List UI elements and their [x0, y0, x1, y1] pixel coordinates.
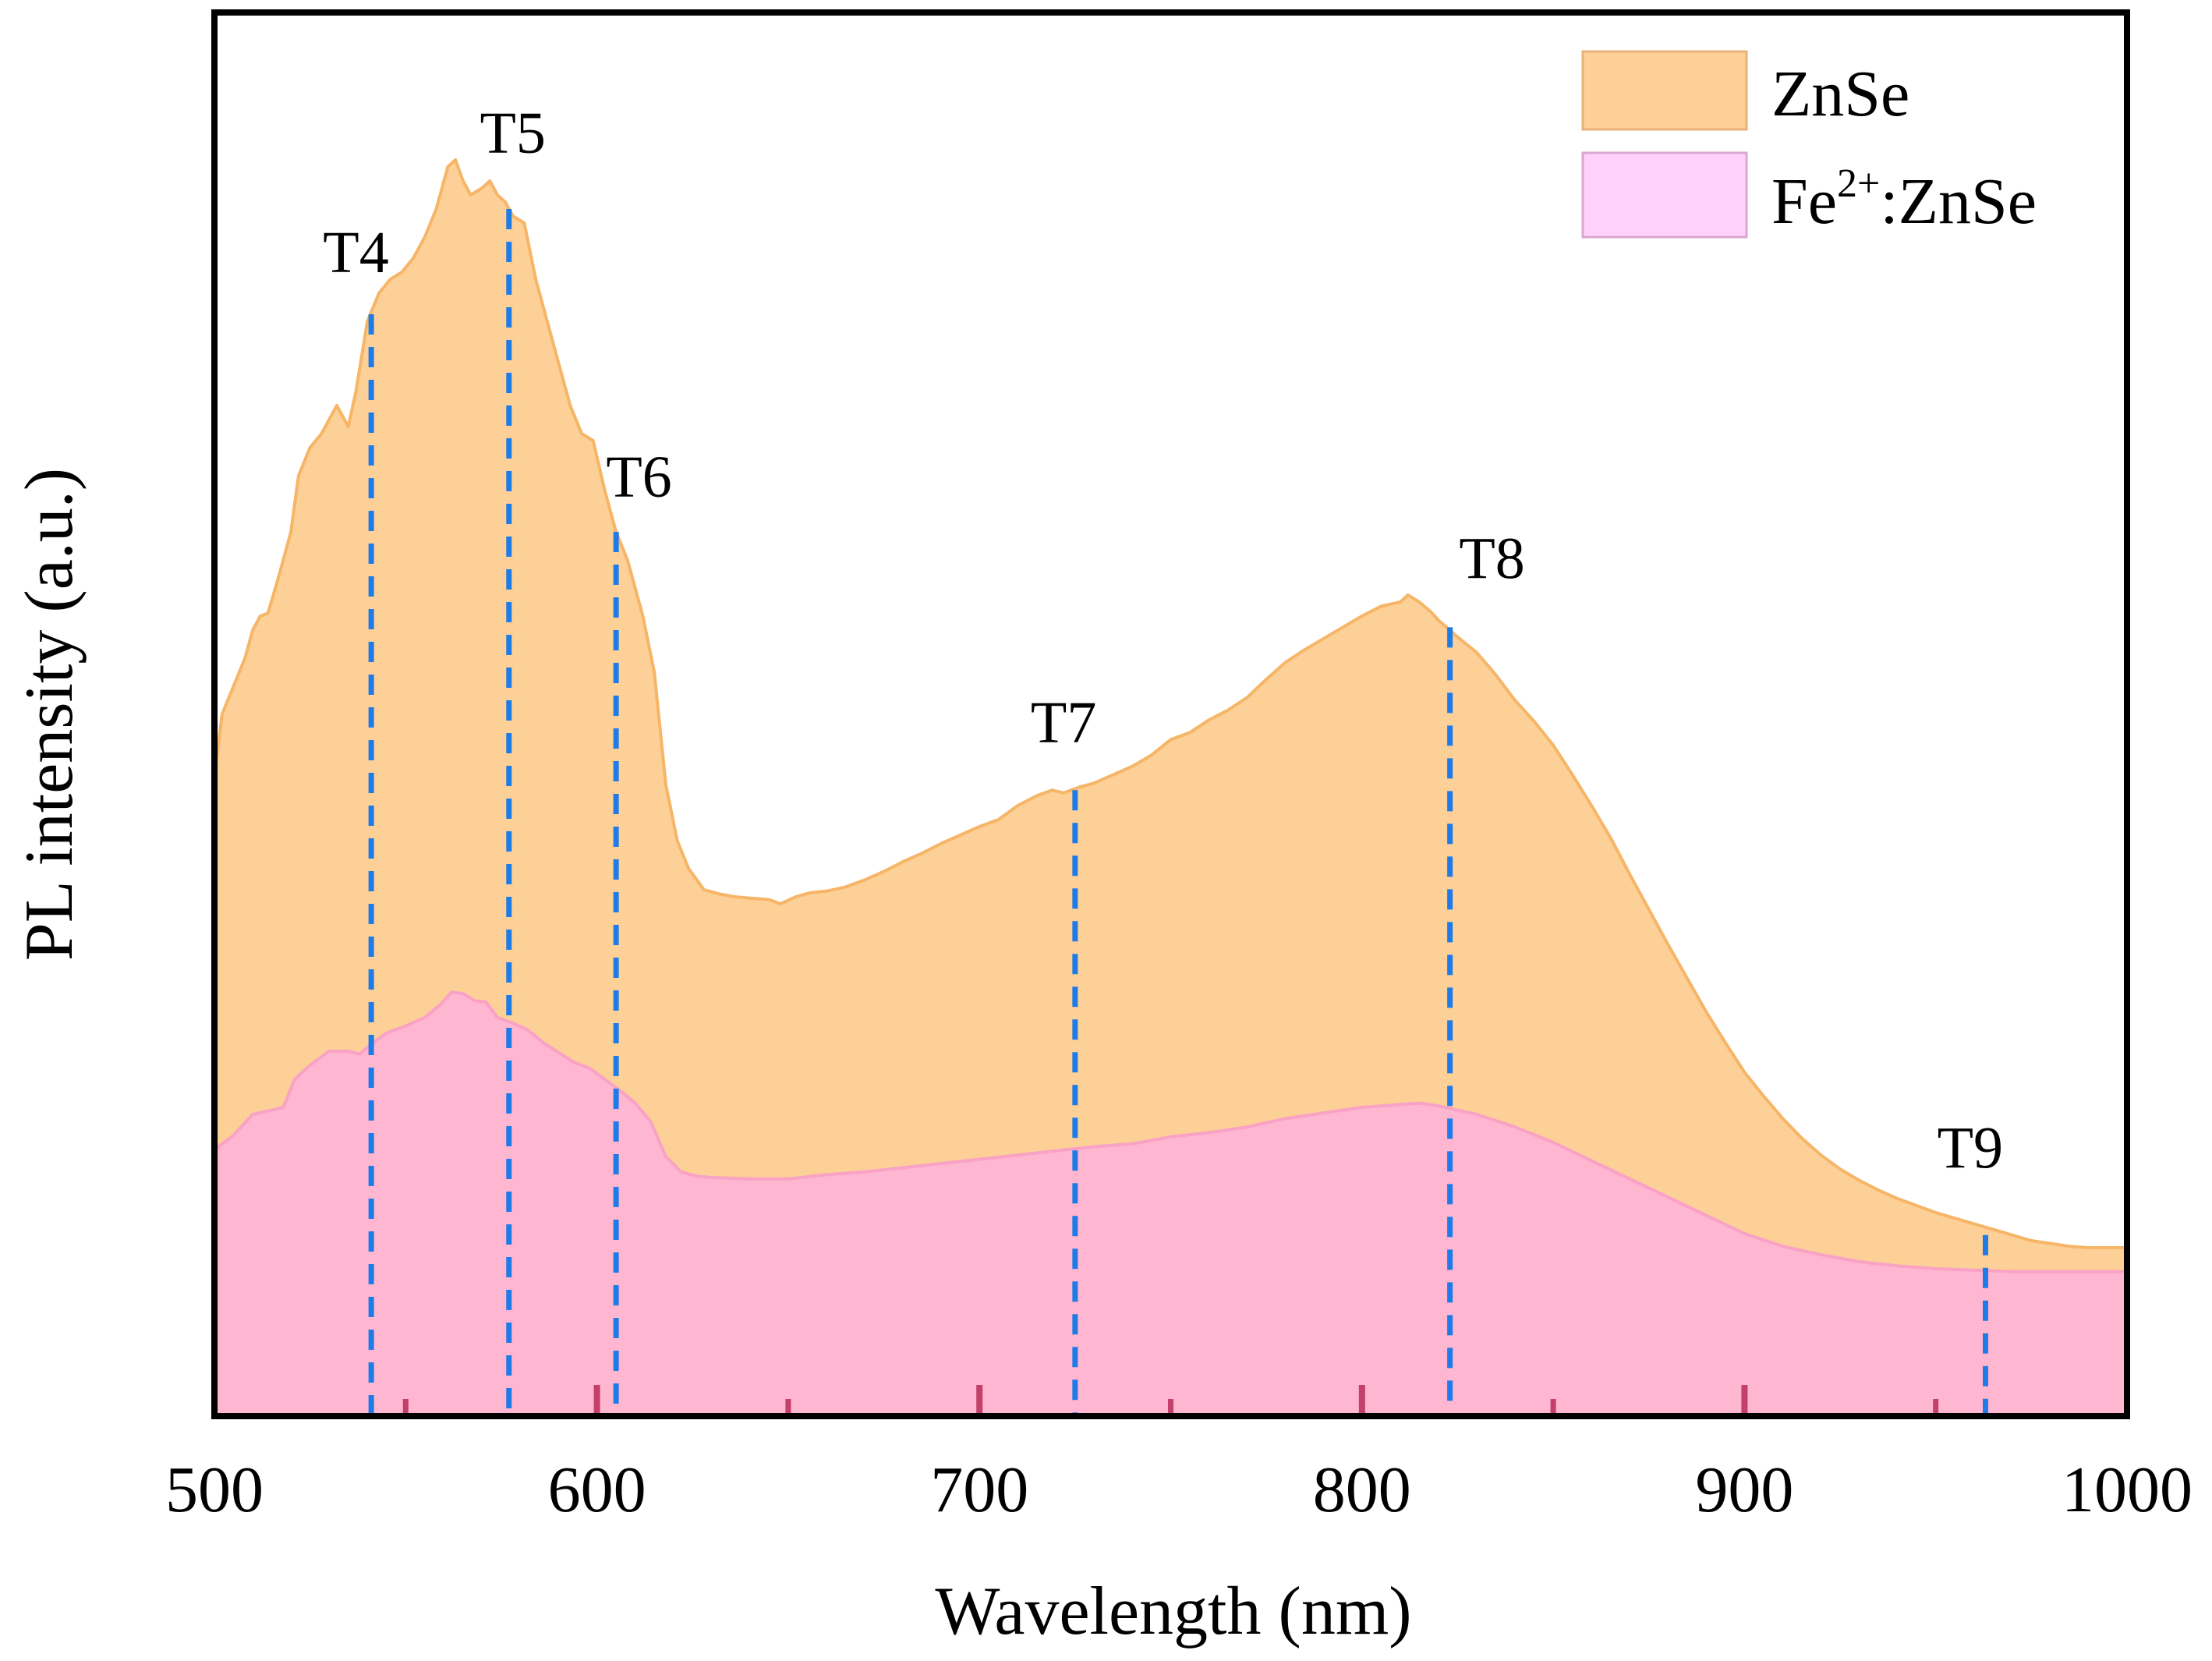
series-layer [213, 158, 2127, 1416]
legend: ZnSe Fe2+:ZnSe [1581, 50, 2037, 239]
legend-label-fe-znse: Fe2+:ZnSe [1771, 161, 2037, 238]
x-axis-title: Wavelength (nm) [935, 1574, 1411, 1649]
legend-swatch-fe-znse [1581, 151, 1748, 239]
annotation-layer: T4 T5 T6 T7 T8 T9 [323, 101, 2003, 1416]
line-fe2-znse [213, 990, 2127, 1273]
marker-label-t4: T4 [323, 220, 388, 285]
x-tick-label-500: 500 [165, 1454, 264, 1526]
legend-swatch-znse [1581, 50, 1748, 131]
legend-label-suffix: :ZnSe [1880, 165, 2037, 238]
x-tick-labels: 500 600 700 800 900 1000 [165, 1454, 2193, 1526]
legend-label-znse: ZnSe [1771, 58, 1909, 130]
marker-label-t9: T9 [1938, 1115, 2003, 1181]
x-tick-label-700: 700 [930, 1454, 1028, 1526]
x-tick-label-800: 800 [1313, 1454, 1411, 1526]
x-tick-label-900: 900 [1695, 1454, 1793, 1526]
marker-label-t8: T8 [1459, 526, 1524, 591]
area-fe2-znse [214, 992, 2127, 1416]
x-tick-label-1000: 1000 [2062, 1454, 2193, 1526]
area-znse [214, 160, 2127, 1416]
marker-label-t6: T6 [606, 444, 671, 510]
plot-frame [211, 9, 2130, 1419]
legend-label-superscript: 2+ [1837, 161, 1880, 206]
legend-label-fe: Fe [1771, 165, 1837, 238]
x-tick-label-600: 600 [548, 1454, 646, 1526]
line-znse [213, 158, 2127, 1249]
y-axis-title: PL intensity (a.u.) [12, 468, 87, 961]
marker-label-t5: T5 [480, 101, 545, 166]
marker-label-t7: T7 [1031, 690, 1096, 756]
